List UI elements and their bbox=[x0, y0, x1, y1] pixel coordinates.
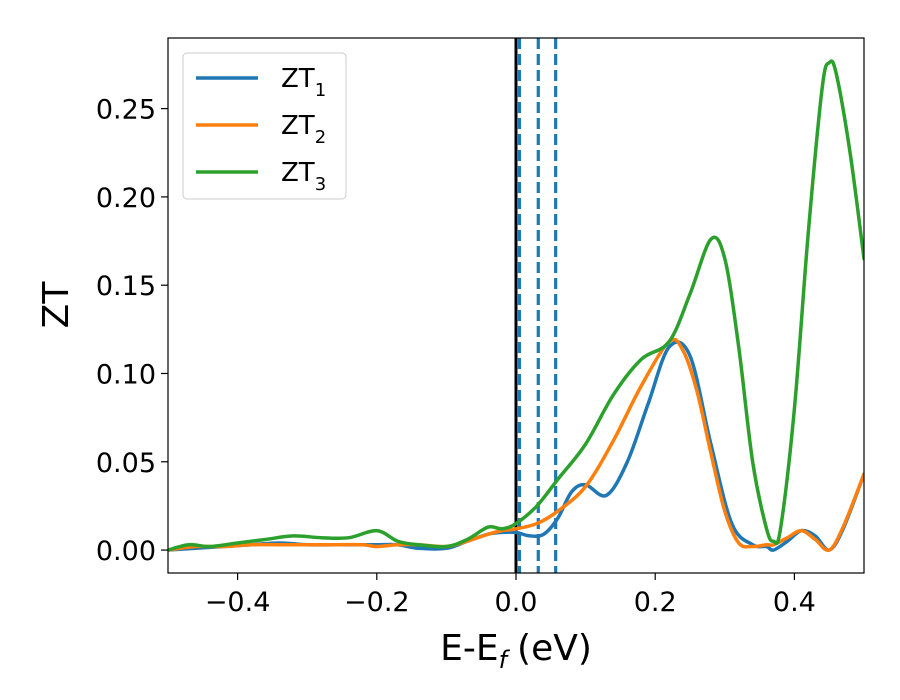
vertical-reference-lines bbox=[514, 38, 558, 573]
x-axis-title: E-Ef (eV) bbox=[440, 628, 592, 674]
y-axis-title: ZT bbox=[36, 281, 77, 329]
y-axis-ticks: 0.00 0.05 0.10 0.15 0.20 0.25 bbox=[96, 95, 168, 567]
legend: ZT1 ZT2 ZT3 bbox=[182, 52, 347, 200]
legend-label: ZT1 bbox=[281, 64, 326, 101]
x-tick-label: −0.4 bbox=[205, 587, 271, 618]
series-line-zt2 bbox=[168, 337, 864, 553]
series-lines bbox=[168, 59, 864, 553]
y-tick-label: 0.10 bbox=[96, 359, 156, 390]
x-tick-label: 0.0 bbox=[495, 587, 538, 618]
x-axis-title-unit: (eV) bbox=[517, 628, 592, 669]
x-tick-label: −0.2 bbox=[344, 587, 410, 618]
y-tick-label: 0.15 bbox=[96, 271, 156, 302]
y-tick-label: 0.00 bbox=[96, 536, 156, 567]
series-line-zt3 bbox=[168, 59, 864, 552]
x-tick-label: 0.4 bbox=[773, 587, 816, 618]
y-tick-label: 0.05 bbox=[96, 448, 156, 479]
x-axis-ticks: −0.4 −0.2 0.0 0.2 0.4 bbox=[205, 573, 816, 618]
y-tick-label: 0.25 bbox=[96, 95, 156, 126]
legend-label: ZT3 bbox=[281, 158, 326, 195]
legend-label: ZT2 bbox=[281, 111, 326, 148]
x-tick-label: 0.2 bbox=[634, 587, 677, 618]
y-tick-label: 0.20 bbox=[96, 183, 156, 214]
legend-box bbox=[182, 52, 347, 200]
